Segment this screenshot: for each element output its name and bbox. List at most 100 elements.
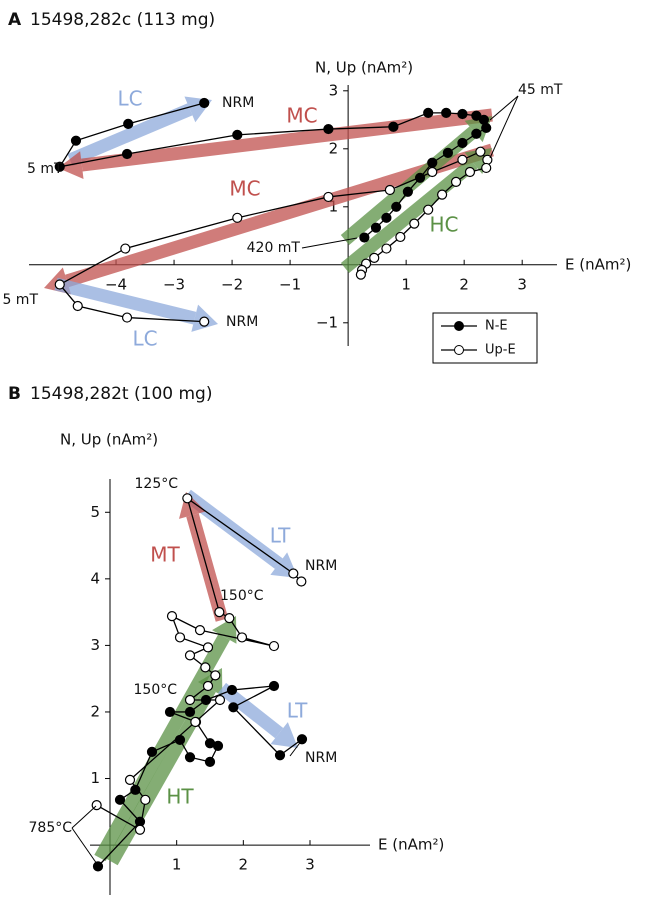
data-point xyxy=(54,161,65,172)
y-tick-label: 3 xyxy=(90,636,100,654)
data-point xyxy=(268,680,280,692)
data-point xyxy=(359,232,370,243)
data-point xyxy=(184,752,196,763)
data-point xyxy=(199,316,210,327)
data-point xyxy=(120,243,131,254)
component-arrow xyxy=(217,682,284,739)
data-point xyxy=(423,204,434,215)
y-tick-label: 4 xyxy=(90,569,100,587)
y-tick-label: 2 xyxy=(329,139,339,157)
data-point xyxy=(190,716,201,728)
data-point xyxy=(381,243,392,254)
y-tick-label: 1 xyxy=(329,197,339,215)
data-point xyxy=(121,312,133,323)
point-label: 5 mT xyxy=(2,292,38,308)
data-point xyxy=(391,201,402,212)
component-label: HC xyxy=(429,213,458,237)
data-point xyxy=(232,212,243,223)
x-axis-label: E (nAm²) xyxy=(378,836,444,854)
point-label: 785°C xyxy=(29,820,73,836)
arrow-head xyxy=(464,148,492,175)
point-label: NRM xyxy=(222,95,254,111)
data-point xyxy=(442,147,454,158)
data-point xyxy=(457,108,468,120)
data-point xyxy=(72,300,83,312)
data-point xyxy=(395,231,406,243)
data-point xyxy=(166,611,178,622)
x-tick-label: −2 xyxy=(221,275,243,293)
data-point xyxy=(481,122,492,134)
data-point xyxy=(475,146,486,157)
y-tick-label: 3 xyxy=(329,81,339,99)
legend-label: N-E xyxy=(485,319,508,334)
data-point xyxy=(355,269,366,280)
x-tick-label: 2 xyxy=(459,275,469,293)
point-label: 45 mT xyxy=(518,82,563,98)
point-label: NRM xyxy=(226,314,258,330)
y-tick-label: −1 xyxy=(316,313,338,331)
x-tick-label: 3 xyxy=(305,856,315,874)
data-point xyxy=(464,166,476,178)
data-point xyxy=(370,222,382,233)
leader-line xyxy=(71,827,98,865)
y-axis-label: N, Up (nAm²) xyxy=(315,59,413,77)
data-point xyxy=(214,694,226,706)
data-point xyxy=(199,97,210,109)
data-point xyxy=(288,568,299,579)
data-point xyxy=(388,121,399,132)
leader-line xyxy=(71,805,97,829)
x-tick-label: −3 xyxy=(163,275,185,293)
data-point xyxy=(323,123,334,135)
legend-marker xyxy=(454,345,464,355)
data-point xyxy=(204,756,216,767)
data-point xyxy=(123,118,134,129)
data-point xyxy=(70,135,82,146)
data-point xyxy=(210,670,221,681)
point-label: 5 mT xyxy=(27,161,63,177)
data-point xyxy=(384,184,395,196)
data-point xyxy=(134,824,146,835)
data-point xyxy=(202,642,214,653)
point-label: 150°C xyxy=(220,588,264,604)
x-tick-label: 1 xyxy=(172,856,182,874)
data-point xyxy=(402,186,413,197)
data-point xyxy=(226,684,238,696)
data-point xyxy=(457,137,468,149)
data-point xyxy=(268,640,280,652)
data-point xyxy=(457,154,468,165)
point-label: 125°C xyxy=(135,476,179,492)
data-point xyxy=(140,794,151,805)
leader-line xyxy=(289,739,303,757)
point-label: NRM xyxy=(305,558,337,574)
data-point xyxy=(164,706,176,718)
data-point xyxy=(214,607,225,618)
component-label: MT xyxy=(150,543,180,567)
panel-label: A xyxy=(8,10,22,30)
data-point xyxy=(232,129,243,140)
data-point xyxy=(184,650,196,661)
y-axis-label: N, Up (nAm²) xyxy=(60,431,158,449)
component-label: LT xyxy=(270,524,291,548)
data-point xyxy=(224,613,235,624)
x-tick-label: 2 xyxy=(239,856,249,874)
data-point xyxy=(381,212,392,223)
data-point xyxy=(182,493,193,504)
data-point xyxy=(212,740,224,752)
data-point xyxy=(369,252,380,263)
leader-line xyxy=(489,95,519,159)
data-point xyxy=(130,784,141,795)
x-tick-label: −4 xyxy=(105,275,127,293)
data-point xyxy=(194,624,206,636)
data-point xyxy=(184,694,196,706)
legend-box xyxy=(432,312,538,364)
y-tick-label: 2 xyxy=(90,702,100,720)
legend-label: Up-E xyxy=(485,343,516,358)
data-point xyxy=(323,191,334,203)
data-point xyxy=(427,157,438,168)
component-label: LC xyxy=(117,87,142,111)
data-point xyxy=(274,750,286,761)
data-point xyxy=(54,279,65,290)
component-label: MC xyxy=(286,104,317,128)
point-label: 420 mT xyxy=(247,240,301,256)
x-axis-label: E (nAm²) xyxy=(565,256,631,274)
